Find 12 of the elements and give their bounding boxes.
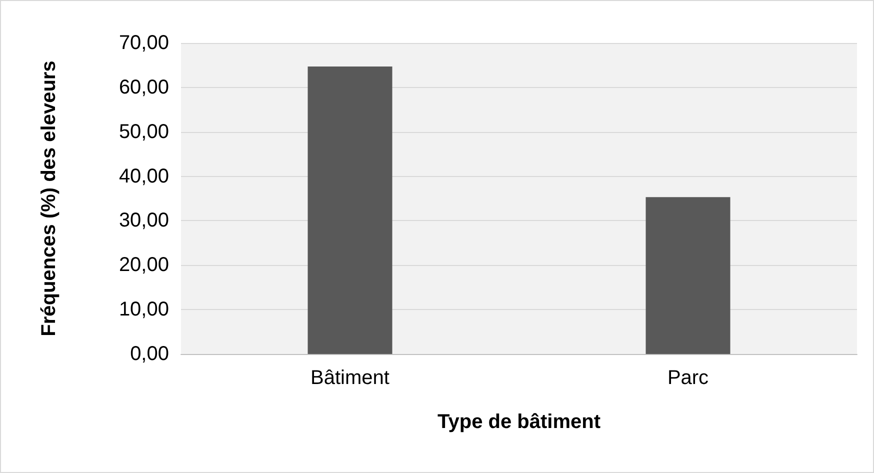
y-axis-title: Fréquences (%) des eleveurs <box>38 60 60 336</box>
y-tick-label: 20,00 <box>118 254 169 276</box>
x-axis-title: Type de bâtiment <box>438 411 601 433</box>
y-tick-label: 10,00 <box>118 298 169 321</box>
y-tick-label: 0,00 <box>130 343 169 365</box>
y-tick-label: 30,00 <box>118 210 169 232</box>
y-tick-label: 60,00 <box>118 76 169 98</box>
y-tick-label: 70,00 <box>118 32 169 54</box>
y-tick-label: 40,00 <box>118 165 169 188</box>
y-tick-label: 50,00 <box>118 120 169 143</box>
x-tick-label: Parc <box>667 367 709 389</box>
x-tick-label: Bâtiment <box>310 367 390 389</box>
